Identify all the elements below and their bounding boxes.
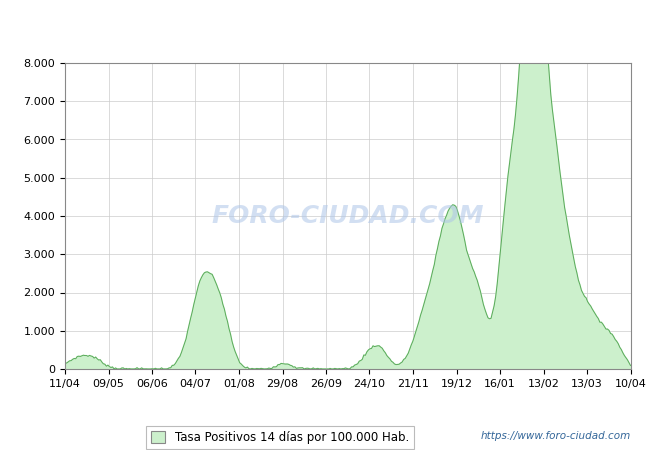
Text: https://www.foro-ciudad.com: https://www.foro-ciudad.com [480, 431, 630, 441]
Text: Municipio de Solivella - COVID-19: Municipio de Solivella - COVID-19 [187, 18, 463, 36]
Text: FORO-CIUDAD.COM: FORO-CIUDAD.COM [211, 204, 484, 228]
Legend: Tasa Positivos 14 días por 100.000 Hab.: Tasa Positivos 14 días por 100.000 Hab. [146, 426, 413, 449]
